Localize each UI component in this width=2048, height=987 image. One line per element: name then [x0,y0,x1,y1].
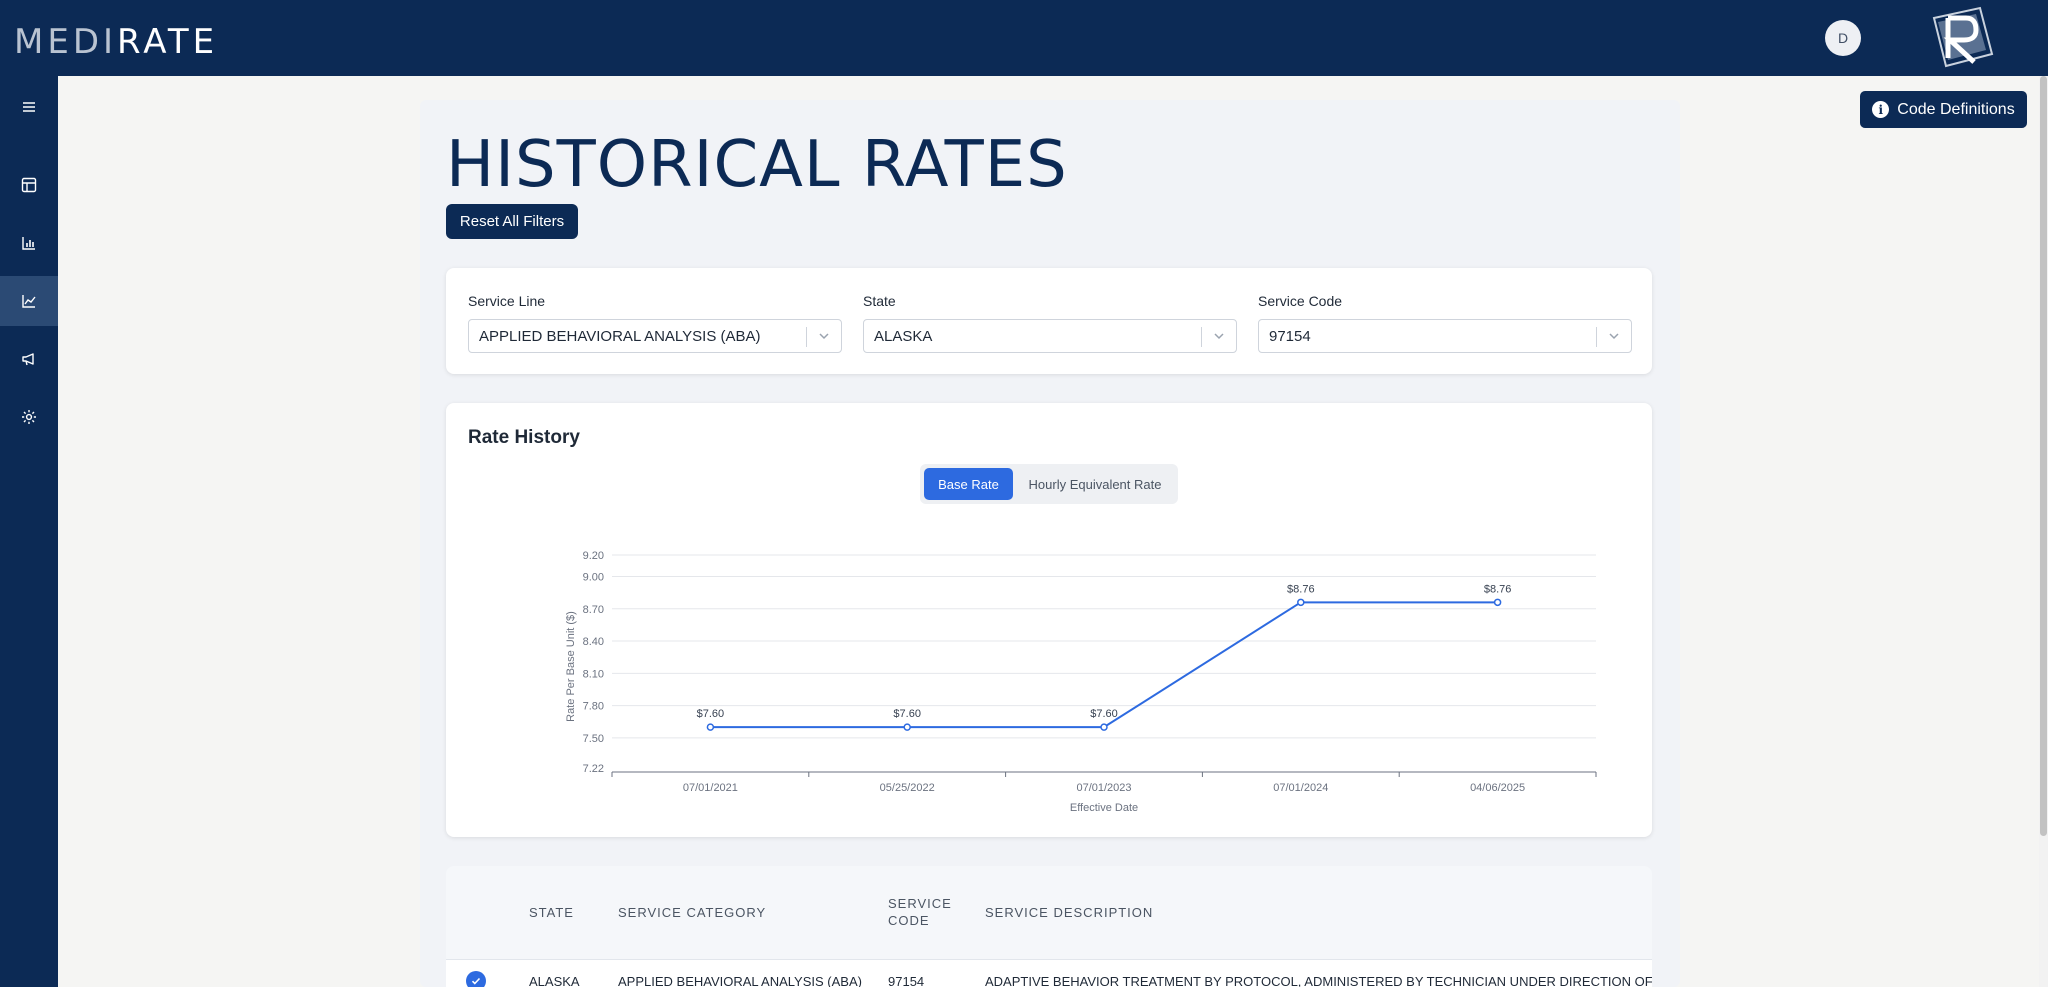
scrollbar-thumb[interactable] [2040,76,2047,836]
data-point [903,723,911,731]
base-rate-tab[interactable]: Base Rate [924,468,1013,500]
select-divider [806,327,807,347]
select-divider [1201,327,1202,347]
bar-chart-icon[interactable] [0,218,58,268]
page-scrollbar[interactable] [2039,76,2048,987]
x-tick-label: 05/25/2022 [880,782,935,794]
code-definitions-label: Code Definitions [1897,100,2015,118]
state-value: ALASKA [874,328,933,345]
medirate-logo[interactable]: MEDIRATE [14,22,219,62]
x-tick-label: 07/01/2023 [1076,782,1131,794]
column-header-service-code[interactable]: SERVICE CODE [888,895,952,929]
checkmark-icon [471,977,481,985]
y-tick-label: 7.22 [583,763,604,775]
state-label: State [863,293,896,309]
top-bar: MEDIRATE D [0,0,2048,76]
settings-icon[interactable] [0,392,58,442]
service-line-value: APPLIED BEHAVIORAL ANALYSIS (ABA) [479,328,761,345]
column-header-service-code-line1: SERVICE [888,896,952,911]
service-line-select[interactable]: APPLIED BEHAVIORAL ANALYSIS (ABA) [468,319,842,353]
y-tick-label: 7.80 [583,701,604,713]
x-tick-label: 07/01/2024 [1273,782,1328,794]
sidebar [0,76,58,987]
rate-history-chart: 9.20 9.00 8.70 8.40 8.10 7.80 7.50 7.22 07/01/20… [565,550,1597,814]
rate-type-toggle: Base Rate Hourly Equivalent Rate [920,464,1178,504]
data-label: $7.60 [697,708,725,720]
y-tick-label: 8.10 [583,668,604,680]
column-header-service-code-line2: CODE [888,913,930,928]
data-point [706,723,715,731]
brand-mark-icon [1932,6,1994,68]
row-checkbox[interactable] [466,971,486,987]
y-tick-label: 9.20 [583,550,604,562]
service-code-label: Service Code [1258,293,1343,309]
column-header-state[interactable]: STATE [529,905,574,920]
rates-table: STATE SERVICE CATEGORY SERVICE CODE SERVI… [446,866,1652,987]
reset-all-filters-button[interactable]: Reset All Filters [446,204,578,239]
y-tick-label: 7.50 [583,733,604,745]
megaphone-icon[interactable] [0,334,58,384]
user-avatar[interactable]: D [1825,20,1861,56]
y-tick-label: 9.00 [583,572,604,584]
cell-service-description: ADAPTIVE BEHAVIOR TREATMENT BY PROTOCOL,… [985,974,1652,987]
service-code-select[interactable]: 97154 [1258,319,1632,353]
chevron-down-icon[interactable] [817,329,831,343]
line-chart-icon[interactable] [0,276,58,326]
column-header-service-description[interactable]: SERVICE DESCRIPTION [985,905,1154,920]
cell-state: ALASKA [529,974,580,987]
x-tick-label: 04/06/2025 [1470,782,1525,794]
x-tick-label: 07/01/2021 [683,782,738,794]
column-header-service-category[interactable]: SERVICE CATEGORY [618,905,767,920]
select-divider [1596,327,1597,347]
data-label: $7.60 [1090,708,1118,720]
header-divider [446,959,1652,960]
data-label: $8.76 [1484,583,1512,595]
rate-history-card: Rate History Base Rate Hourly Equivalent… [446,403,1652,837]
data-label: $7.60 [893,708,921,720]
state-select[interactable]: ALASKA [863,319,1237,353]
x-axis-title: Effective Date [1070,802,1138,814]
y-axis-title: Rate Per Base Unit ($) [565,611,577,722]
service-line-label: Service Line [468,293,546,309]
page-title: HISTORICAL RATES [446,128,1068,202]
data-label: $8.76 [1287,583,1315,595]
y-tick-label: 8.70 [583,604,604,616]
chevron-down-icon[interactable] [1607,329,1621,343]
rate-history-title: Rate History [468,427,580,448]
chevron-down-icon[interactable] [1212,329,1226,343]
y-tick-label: 8.40 [583,636,604,648]
menu-icon[interactable] [0,82,58,132]
hourly-equivalent-rate-tab[interactable]: Hourly Equivalent Rate [1016,468,1174,500]
data-point [1297,598,1305,607]
info-icon: i [1872,101,1890,118]
service-code-value: 97154 [1269,328,1311,345]
data-point [1493,598,1502,607]
filters-card: Service Line APPLIED BEHAVIORAL ANALYSIS… [446,268,1652,374]
data-point [1100,723,1108,731]
cell-service-category: APPLIED BEHAVIORAL ANALYSIS (ABA) [618,974,862,987]
table-row[interactable] [446,960,1652,987]
code-definitions-button[interactable]: i Code Definitions [1860,91,2027,128]
table-icon[interactable] [0,160,58,210]
cell-service-code: 97154 [888,974,925,987]
